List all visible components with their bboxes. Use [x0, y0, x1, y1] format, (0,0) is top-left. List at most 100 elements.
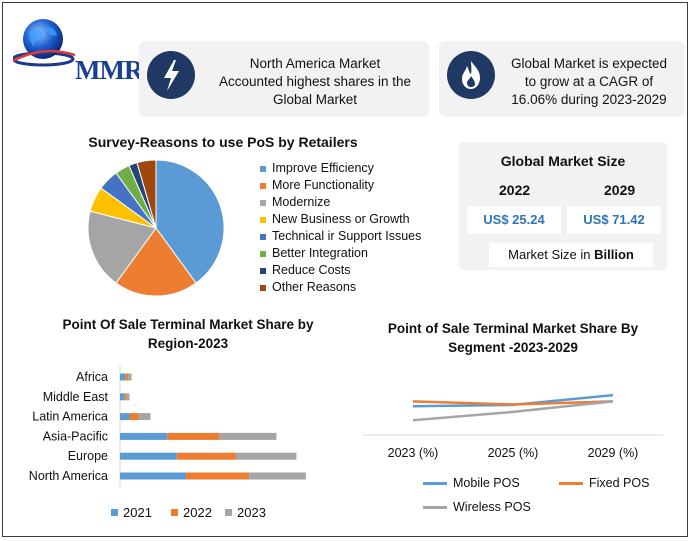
line-series-wireless-pos	[412, 400, 614, 422]
pie-legend-swatch	[260, 233, 266, 240]
pie-legend-label: Other Reasons	[272, 280, 357, 294]
line-legend-swatch	[559, 482, 583, 486]
bar-segment-north-america-2021	[120, 472, 187, 480]
line-legend-label: Fixed POS	[589, 476, 650, 490]
highlight-text-line: to grow at a CAGR of	[524, 74, 654, 89]
bar-segment-africa-2023	[128, 373, 132, 381]
pie-legend-swatch	[260, 267, 266, 274]
bar-category-label: Asia-Pacific	[43, 429, 108, 443]
line-legend-swatch	[423, 482, 447, 486]
highlight-north-america: North America Market Accounted highest s…	[139, 41, 429, 117]
bar-category-label: Africa	[76, 370, 108, 384]
pie-legend-swatch	[260, 165, 266, 172]
pie-legend-label: Better Integration	[272, 246, 368, 260]
region-chart-title-line: Region-2023	[147, 336, 229, 351]
pie-legend-item: Modernize	[260, 194, 421, 211]
bar-legend-swatch	[225, 509, 232, 516]
bar-segment-africa-2021	[120, 373, 126, 381]
highlight-text-line: 16.06% during 2023-2029	[511, 92, 667, 107]
market-value-2022: US$ 25.24	[467, 206, 561, 234]
bar-legend-label: 2023	[237, 505, 266, 520]
bar-segment-north-america-2023	[249, 472, 306, 480]
pie-chart-title: Survey-Reasons to use PoS by Retailers	[88, 134, 358, 150]
bar-segment-latin-america-2022	[129, 413, 139, 421]
highlight-text: North America Market Accounted highest s…	[203, 55, 427, 109]
flame-icon	[447, 51, 495, 99]
pie-legend-swatch	[260, 284, 266, 291]
bar-category-label: Latin America	[32, 410, 108, 424]
highlight-text-line: Accounted highest shares in the	[218, 74, 412, 89]
bar-segment-middle-east-2022	[124, 393, 127, 401]
line-legend-item: Mobile POS	[423, 476, 520, 490]
bar-segment-middle-east-2021	[120, 393, 125, 401]
unit-prefix: Market Size in	[508, 247, 595, 262]
global-market-size-title: Global Market Size	[500, 153, 626, 169]
region-bar-chart: Africa Middle East Latin America Asia-Pacif…	[29, 365, 306, 520]
brand-logo: MMR	[11, 15, 143, 85]
pie-slice-improve-efficiency	[155, 159, 225, 284]
pie-legend-label: More Functionality	[272, 178, 375, 192]
segment-chart-title-line: Segment -2023-2029	[448, 340, 578, 355]
pie-legend-item: Reduce Costs	[260, 262, 421, 279]
line-x-tick-label: 2025 (%)	[488, 446, 539, 460]
bar-segment-asia-pacific-2021	[120, 432, 168, 440]
highlight-text: Global Market is expected to grow at a C…	[497, 55, 681, 109]
pie-legend-item: Improve Efficiency	[260, 160, 421, 177]
market-size-unit: Market Size in Billion	[489, 243, 653, 267]
bar-legend-label: 2021	[123, 505, 152, 520]
bar-segment-europe-2021	[120, 452, 177, 460]
segment-line-chart: 2023 (%) 2025 (%) 2029 (%)	[363, 393, 663, 460]
bar-segment-latin-america-2023	[138, 413, 151, 421]
pie-legend-item: Better Integration	[260, 245, 421, 262]
global-market-size-panel: Global Market Size 2022 2029 US$ 25.24 U…	[459, 142, 667, 270]
pie-slice-other-reasons	[136, 159, 157, 229]
line-legend-swatch	[423, 506, 447, 510]
line-legend-item: Fixed POS	[559, 476, 649, 490]
line-legend-label: Wireless POS	[453, 500, 531, 514]
highlight-text-line: Global Market	[272, 92, 358, 107]
pie-legend-swatch	[260, 182, 266, 189]
bar-legend-swatch	[171, 509, 178, 516]
bar-segment-north-america-2022	[186, 472, 250, 480]
pie-legend-item: Technical ir Support Issues	[260, 228, 421, 245]
bar-segment-europe-2022	[176, 452, 236, 460]
bar-legend-label: 2022	[183, 505, 212, 520]
pie-legend-swatch	[260, 216, 266, 223]
lightning-bolt-icon	[147, 51, 195, 99]
highlight-text-line: North America Market	[249, 56, 381, 71]
pie-legend-label: New Business or Growth	[272, 212, 410, 226]
pie-legend-label: Reduce Costs	[272, 263, 351, 277]
bar-segment-europe-2023	[235, 452, 297, 460]
pie-slice-more-functionality	[115, 227, 197, 297]
unit-bold: Billion	[594, 247, 634, 262]
bar-category-label: Europe	[68, 449, 108, 463]
line-x-tick-label: 2023 (%)	[388, 446, 439, 460]
bar-legend-swatch	[111, 509, 118, 516]
bar-segment-latin-america-2021	[120, 413, 130, 421]
line-x-tick-label: 2029 (%)	[588, 446, 639, 460]
pie-legend-label: Improve Efficiency	[272, 161, 374, 175]
bar-category-label: Middle East	[43, 390, 109, 404]
pie-legend-swatch	[260, 250, 266, 257]
bar-segment-africa-2022	[125, 373, 129, 381]
segment-chart-title: Point of Sale Terminal Market Share By S…	[363, 319, 663, 357]
pie-chart	[87, 159, 225, 297]
year-label-2029: 2029	[604, 182, 636, 198]
highlight-global-cagr: Global Market is expected to grow at a C…	[439, 41, 685, 117]
line-legend-item: Wireless POS	[423, 500, 531, 514]
pie-legend-label: Modernize	[272, 195, 331, 209]
pie-legend-item: New Business or Growth	[260, 211, 421, 228]
year-label-2022: 2022	[499, 182, 531, 198]
segment-chart-title-line: Point of Sale Terminal Market Share By	[387, 321, 639, 336]
pie-legend-swatch	[260, 199, 266, 206]
pie-legend: Improve Efficiency More Functionality Mode…	[260, 160, 421, 296]
region-chart-title-line: Point Of Sale Terminal Market Share by	[62, 317, 314, 332]
bar-segment-asia-pacific-2022	[167, 432, 220, 440]
bar-segment-asia-pacific-2023	[219, 432, 277, 440]
pie-legend-item: More Functionality	[260, 177, 421, 194]
line-legend-label: Mobile POS	[453, 476, 520, 490]
pie-legend-label: Technical ir Support Issues	[272, 229, 422, 243]
market-value-2029: US$ 71.42	[567, 206, 661, 234]
line-series-fixed-pos	[412, 400, 614, 406]
